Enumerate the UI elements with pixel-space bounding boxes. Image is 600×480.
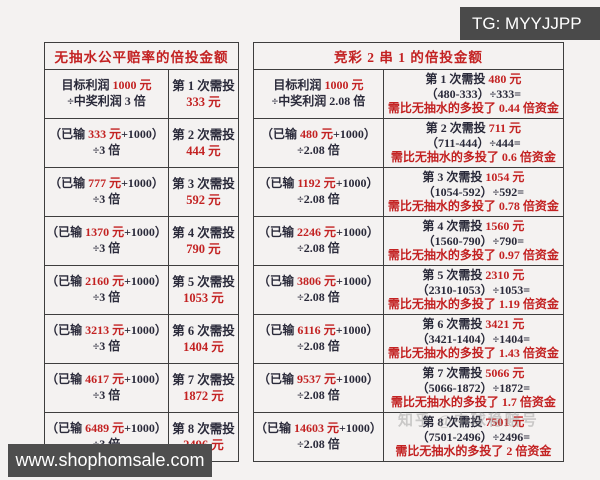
table-row: 目标利润 1000 元 ÷中奖利润 2.08 倍第 1 次需投 480 元（480… xyxy=(253,69,564,119)
fair-formula-cell: （已输 2160 元+1000） ÷3 倍 xyxy=(44,265,169,315)
fair-invest-cell: 第 5 次需投 1053 元 xyxy=(168,265,239,315)
table-header-row: 无抽水公平赔率的倍投金额 xyxy=(44,42,239,70)
table-row: （已输 1192 元+1000） ÷2.08 倍第 3 次需投 1054 元（10… xyxy=(253,167,564,217)
fair-formula-cell: （已输 4617 元+1000） ÷3 倍 xyxy=(44,363,169,413)
fair-invest-cell: 第 7 次需投 1872 元 xyxy=(168,363,239,413)
fair-invest-cell: 第 3 次需投 592 元 xyxy=(168,167,239,217)
fair-invest-cell: 第 1 次需投 333 元 xyxy=(168,69,239,119)
jingcai-result-cell: 第 2 次需投 711 元（711-444）÷444= 需比无抽水的多投了 0.6… xyxy=(382,118,564,168)
table-row: （已输 777 元+1000） ÷3 倍第 3 次需投 592 元 xyxy=(44,167,239,217)
table-row: （已输 3213 元+1000） ÷3 倍第 6 次需投 1404 元 xyxy=(44,314,239,364)
fair-formula-cell: （已输 777 元+1000） ÷3 倍 xyxy=(44,167,169,217)
jingcai-result-cell: 第 6 次需投 3421 元（3421-1404）÷1404= 需比无抽水的多投了… xyxy=(382,314,564,364)
jingcai-formula-cell: 目标利润 1000 元 ÷中奖利润 2.08 倍 xyxy=(253,69,384,119)
website-badge: www.shophomsale.com xyxy=(8,444,212,477)
website-label: www.shophomsale.com xyxy=(15,450,205,470)
jingcai-result-cell: 第 5 次需投 2310 元（2310-1053）÷1053= 需比无抽水的多投了… xyxy=(382,265,564,315)
jingcai-formula-cell: （已输 6116 元+1000） ÷2.08 倍 xyxy=(253,314,384,364)
telegram-handle-label: TG: MYYJJPP xyxy=(472,13,582,33)
jingcai-result-cell: 第 3 次需投 1054 元（1054-592）÷592= 需比无抽水的多投了 0… xyxy=(382,167,564,217)
fair-formula-cell: （已输 3213 元+1000） ÷3 倍 xyxy=(44,314,169,364)
comparison-tables: 无抽水公平赔率的倍投金额 目标利润 1000 元 ÷中奖利润 3 倍第 1 次需投… xyxy=(44,42,564,462)
table-row: （已输 1370 元+1000） ÷3 倍第 4 次需投 790 元 xyxy=(44,216,239,266)
telegram-handle-badge: TG: MYYJJPP xyxy=(460,7,600,40)
table-row: （已输 480 元+1000） ÷2.08 倍第 2 次需投 711 元（711-… xyxy=(253,118,564,168)
jingcai-formula-cell: （已输 1192 元+1000） ÷2.08 倍 xyxy=(253,167,384,217)
fair-odds-table-title: 无抽水公平赔率的倍投金额 xyxy=(44,42,239,70)
table-row: （已输 14603 元+1000） ÷2.08 倍第 8 次需投 7501 元（7… xyxy=(253,412,564,462)
table-row: 目标利润 1000 元 ÷中奖利润 3 倍第 1 次需投 333 元 xyxy=(44,69,239,119)
jingcai-result-cell: 第 8 次需投 7501 元（7501-2496）÷2496= 需比无抽水的多投了… xyxy=(382,412,564,462)
table-row: （已输 2246 元+1000） ÷2.08 倍第 4 次需投 1560 元（15… xyxy=(253,216,564,266)
jingcai-table-title: 竞彩 2 串 1 的倍投金额 xyxy=(253,42,564,70)
fair-odds-table: 无抽水公平赔率的倍投金额 目标利润 1000 元 ÷中奖利润 3 倍第 1 次需投… xyxy=(44,42,239,462)
jingcai-result-cell: 第 7 次需投 5066 元（5066-1872）÷1872= 需比无抽水的多投了… xyxy=(382,363,564,413)
table-row: （已输 4617 元+1000） ÷3 倍第 7 次需投 1872 元 xyxy=(44,363,239,413)
table-row: （已输 3806 元+1000） ÷2.08 倍第 5 次需投 2310 元（23… xyxy=(253,265,564,315)
jingcai-2x1-table: 竞彩 2 串 1 的倍投金额 目标利润 1000 元 ÷中奖利润 2.08 倍第 … xyxy=(253,42,564,462)
jingcai-result-cell: 第 1 次需投 480 元（480-333）÷333= 需比无抽水的多投了 0.4… xyxy=(382,69,564,119)
jingcai-formula-cell: （已输 3806 元+1000） ÷2.08 倍 xyxy=(253,265,384,315)
table-row: （已输 9537 元+1000） ÷2.08 倍第 7 次需投 5066 元（50… xyxy=(253,363,564,413)
fair-formula-cell: （已输 333 元+1000） ÷3 倍 xyxy=(44,118,169,168)
table-row: （已输 2160 元+1000） ÷3 倍第 5 次需投 1053 元 xyxy=(44,265,239,315)
table-header-row: 竞彩 2 串 1 的倍投金额 xyxy=(253,42,564,70)
fair-invest-cell: 第 6 次需投 1404 元 xyxy=(168,314,239,364)
fair-formula-cell: （已输 1370 元+1000） ÷3 倍 xyxy=(44,216,169,266)
jingcai-formula-cell: （已输 9537 元+1000） ÷2.08 倍 xyxy=(253,363,384,413)
fair-invest-cell: 第 4 次需投 790 元 xyxy=(168,216,239,266)
table-row: （已输 333 元+1000） ÷3 倍第 2 次需投 444 元 xyxy=(44,118,239,168)
fair-invest-cell: 第 2 次需投 444 元 xyxy=(168,118,239,168)
fair-formula-cell: 目标利润 1000 元 ÷中奖利润 3 倍 xyxy=(44,69,169,119)
jingcai-result-cell: 第 4 次需投 1560 元（1560-790）÷790= 需比无抽水的多投了 0… xyxy=(382,216,564,266)
table-row: （已输 6116 元+1000） ÷2.08 倍第 6 次需投 3421 元（34… xyxy=(253,314,564,364)
jingcai-formula-cell: （已输 14603 元+1000） ÷2.08 倍 xyxy=(253,412,384,462)
jingcai-formula-cell: （已输 480 元+1000） ÷2.08 倍 xyxy=(253,118,384,168)
jingcai-formula-cell: （已输 2246 元+1000） ÷2.08 倍 xyxy=(253,216,384,266)
